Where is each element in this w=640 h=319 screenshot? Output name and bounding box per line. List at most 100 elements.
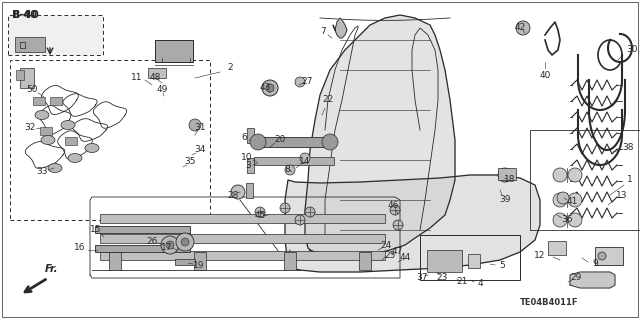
Text: 26: 26	[147, 238, 157, 247]
Text: Fr.: Fr.	[45, 264, 59, 274]
Text: 49: 49	[156, 85, 168, 94]
Bar	[65, 137, 77, 145]
Bar	[100, 234, 385, 243]
Bar	[247, 158, 254, 173]
Text: 38: 38	[622, 144, 634, 152]
Circle shape	[553, 168, 567, 182]
Circle shape	[568, 168, 582, 182]
Text: 32: 32	[24, 123, 36, 132]
Text: 37: 37	[416, 273, 428, 283]
Text: 24: 24	[380, 241, 392, 249]
Circle shape	[189, 119, 201, 131]
Bar	[246, 183, 253, 198]
Text: 29: 29	[570, 273, 582, 283]
Circle shape	[181, 238, 189, 246]
Text: 17: 17	[161, 242, 173, 251]
Bar	[16, 70, 24, 80]
Circle shape	[322, 134, 338, 150]
Text: 34: 34	[195, 145, 205, 154]
Text: B-40: B-40	[12, 10, 39, 20]
Circle shape	[553, 193, 567, 207]
Circle shape	[262, 80, 278, 96]
Circle shape	[255, 207, 265, 217]
Bar	[194, 252, 206, 270]
Bar	[420, 235, 520, 280]
Text: 19: 19	[193, 261, 205, 270]
Bar	[359, 252, 371, 270]
Bar	[498, 168, 516, 180]
Text: 30: 30	[627, 46, 637, 55]
Text: 13: 13	[616, 190, 628, 199]
Bar	[254, 137, 334, 147]
Ellipse shape	[48, 164, 62, 173]
Bar	[155, 40, 193, 62]
Text: 36: 36	[561, 216, 573, 225]
Text: 18: 18	[504, 175, 516, 184]
Bar	[95, 226, 190, 233]
Circle shape	[557, 192, 569, 204]
Text: 14: 14	[300, 158, 310, 167]
Bar	[175, 259, 195, 265]
Text: 39: 39	[499, 196, 511, 204]
Text: 7: 7	[320, 27, 326, 36]
Text: 25: 25	[384, 250, 396, 259]
Bar	[8, 15, 103, 55]
Circle shape	[285, 165, 295, 175]
Bar	[100, 214, 385, 223]
Circle shape	[166, 241, 174, 249]
Text: 4: 4	[477, 278, 483, 287]
Circle shape	[161, 236, 179, 254]
Bar	[468, 254, 480, 268]
Bar	[284, 252, 296, 270]
Bar	[254, 157, 334, 165]
Polygon shape	[285, 175, 540, 272]
Bar	[595, 247, 623, 265]
Bar	[40, 127, 52, 135]
Text: 35: 35	[184, 158, 196, 167]
Ellipse shape	[61, 121, 75, 130]
Text: 22: 22	[323, 95, 333, 105]
Text: 8: 8	[284, 166, 290, 174]
Bar	[109, 252, 121, 270]
Circle shape	[516, 21, 530, 35]
Text: 42: 42	[515, 24, 525, 33]
Text: 50: 50	[26, 85, 38, 94]
Polygon shape	[305, 15, 455, 258]
Text: 21: 21	[456, 278, 468, 286]
Circle shape	[295, 215, 305, 225]
Text: 3: 3	[245, 160, 251, 169]
Circle shape	[568, 213, 582, 227]
Circle shape	[266, 84, 274, 92]
Polygon shape	[333, 18, 347, 38]
Circle shape	[390, 205, 400, 215]
Text: 27: 27	[301, 78, 313, 86]
Text: 12: 12	[534, 250, 546, 259]
Ellipse shape	[35, 110, 49, 120]
Text: 48: 48	[149, 73, 161, 83]
Text: 33: 33	[36, 167, 48, 176]
Text: 20: 20	[275, 136, 285, 145]
Circle shape	[250, 134, 266, 150]
Text: 46: 46	[387, 201, 399, 210]
Text: B-40: B-40	[12, 10, 37, 20]
Bar	[10, 60, 210, 220]
Text: 5: 5	[499, 261, 505, 270]
Text: 1: 1	[627, 175, 633, 184]
Bar	[530, 130, 640, 230]
Circle shape	[295, 77, 305, 87]
Circle shape	[231, 185, 245, 199]
Text: 9: 9	[592, 258, 598, 268]
Text: 2: 2	[227, 63, 233, 72]
Text: 16: 16	[74, 243, 86, 253]
Bar	[33, 97, 45, 105]
Text: 47: 47	[391, 248, 403, 256]
Text: TE04B4011F: TE04B4011F	[520, 298, 579, 307]
Bar	[100, 251, 385, 260]
Ellipse shape	[41, 136, 55, 145]
Circle shape	[553, 213, 567, 227]
Bar	[95, 245, 190, 252]
Ellipse shape	[85, 144, 99, 152]
Circle shape	[393, 220, 403, 230]
Ellipse shape	[68, 153, 82, 162]
Text: 31: 31	[195, 123, 205, 132]
